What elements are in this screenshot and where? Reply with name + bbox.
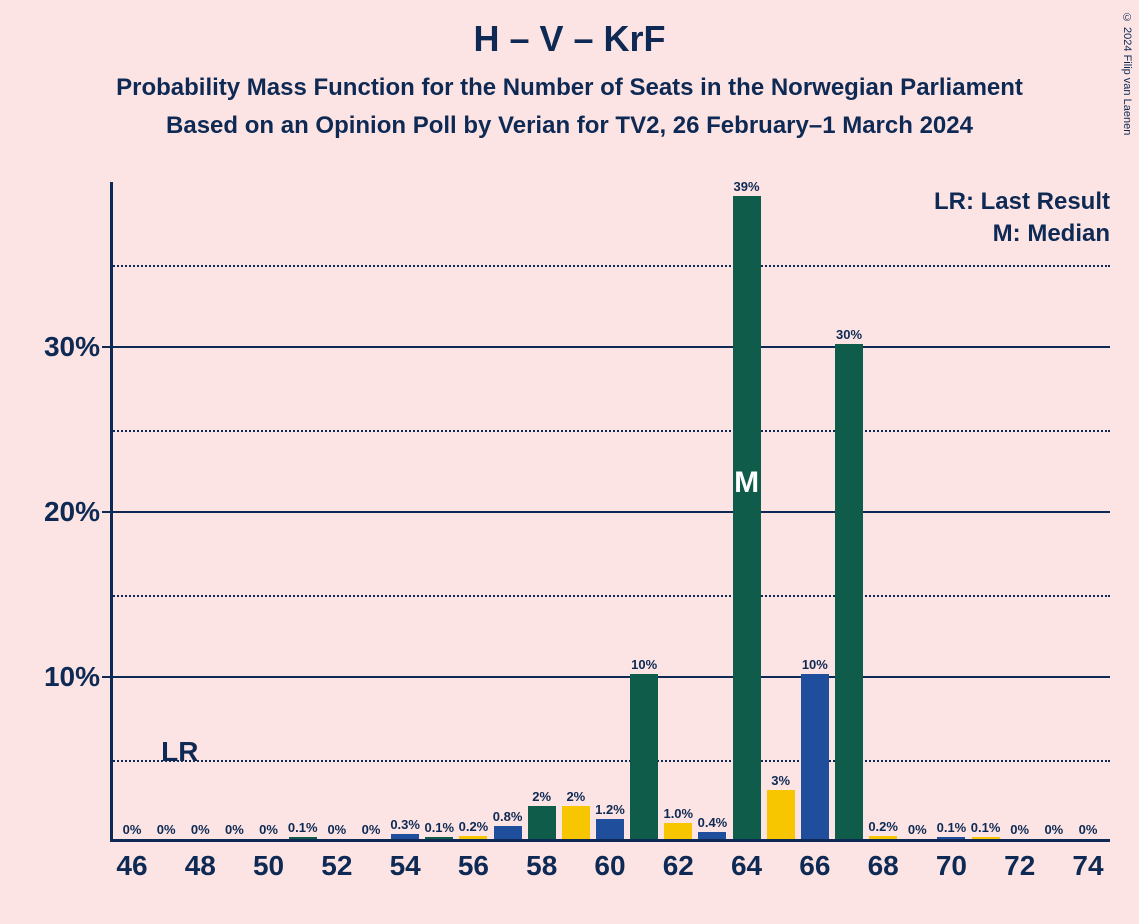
bar-value-label: 0% (1044, 822, 1063, 839)
x-tick-label: 66 (799, 842, 830, 882)
bar: 0.1% (972, 837, 1000, 839)
bar: 0.8% (494, 826, 522, 839)
bar: 10% (801, 674, 829, 839)
bar-value-label: 0% (123, 822, 142, 839)
bar: 0.1% (937, 837, 965, 839)
x-tick-label: 48 (185, 842, 216, 882)
x-tick-label: 74 (1072, 842, 1103, 882)
chart-title: H – V – KrF (0, 0, 1139, 60)
gridline-minor (110, 760, 1110, 762)
x-tick-label: 72 (1004, 842, 1035, 882)
bar: 0.1% (425, 837, 453, 839)
x-tick-label: 50 (253, 842, 284, 882)
bar-value-label: 0% (362, 822, 381, 839)
gridline-minor (110, 265, 1110, 267)
gridline-major (110, 676, 1110, 678)
bar-value-label: 2% (566, 789, 585, 806)
x-tick-label: 58 (526, 842, 557, 882)
copyright-text: © 2024 Filip van Laenen (1121, 12, 1133, 135)
bar: 2% (562, 806, 590, 839)
bar-value-label: 0% (157, 822, 176, 839)
bar-value-label: 0% (259, 822, 278, 839)
bar-value-label: 1.2% (595, 802, 625, 819)
bar-value-label: 0.2% (868, 819, 898, 836)
x-tick-label: 54 (390, 842, 421, 882)
bar: 0.4% (698, 832, 726, 839)
bar: 3% (767, 790, 795, 840)
bar-value-label: 0.1% (971, 820, 1001, 837)
bar-value-label: 39% (734, 179, 760, 196)
bar: 10% (630, 674, 658, 839)
bar: 0.3% (391, 834, 419, 839)
bar-value-label: 0.1% (288, 820, 318, 837)
bar: 0.1% (289, 837, 317, 839)
bar-value-label: 0% (1010, 822, 1029, 839)
bar-value-label: 0.2% (459, 819, 489, 836)
y-tick-label: 10% (44, 661, 110, 693)
x-tick-label: 62 (663, 842, 694, 882)
bar-value-label: 10% (631, 657, 657, 674)
x-tick-label: 70 (936, 842, 967, 882)
bar-value-label: 0.4% (698, 815, 728, 832)
bar: 1.2% (596, 819, 624, 839)
bar-value-label: 2% (532, 789, 551, 806)
bar: 0.2% (459, 836, 487, 839)
bar: 30% (835, 344, 863, 839)
bar-value-label: 1.0% (663, 806, 693, 823)
chart-subtitle-2: Based on an Opinion Poll by Verian for T… (0, 102, 1139, 140)
chart-subtitle-1: Probability Mass Function for the Number… (0, 60, 1139, 102)
bar: 0.2% (869, 836, 897, 839)
bar-value-label: 0.3% (390, 817, 420, 834)
x-tick-label: 56 (458, 842, 489, 882)
x-tick-label: 52 (321, 842, 352, 882)
bar: 39%M (733, 196, 761, 840)
bar: 1.0% (664, 823, 692, 840)
gridline-major (110, 346, 1110, 348)
bar-value-label: 0.8% (493, 809, 523, 826)
gridline-minor (110, 595, 1110, 597)
x-tick-label: 68 (868, 842, 899, 882)
bar-value-label: 0% (908, 822, 927, 839)
bar-value-label: 3% (771, 773, 790, 790)
plot-area: 10%20%30%4648505254565860626466687072740… (110, 182, 1110, 842)
x-tick-label: 60 (594, 842, 625, 882)
bar-value-label: 0% (327, 822, 346, 839)
bar-value-label: 0% (191, 822, 210, 839)
bar: 2% (528, 806, 556, 839)
bar-value-label: 0.1% (937, 820, 967, 837)
bar-value-label: 0.1% (424, 820, 454, 837)
bar-value-label: 30% (836, 327, 862, 344)
gridline-major (110, 511, 1110, 513)
median-marker: M (734, 466, 759, 500)
y-tick-label: 20% (44, 496, 110, 528)
bar-value-label: 10% (802, 657, 828, 674)
bar-value-label: 0% (1079, 822, 1098, 839)
bar-value-label: 0% (225, 822, 244, 839)
y-tick-label: 30% (44, 331, 110, 363)
gridline-minor (110, 430, 1110, 432)
x-tick-label: 64 (731, 842, 762, 882)
chart-container: © 2024 Filip van Laenen H – V – KrF Prob… (0, 0, 1139, 924)
x-tick-label: 46 (116, 842, 147, 882)
last-result-marker: LR (161, 736, 198, 768)
